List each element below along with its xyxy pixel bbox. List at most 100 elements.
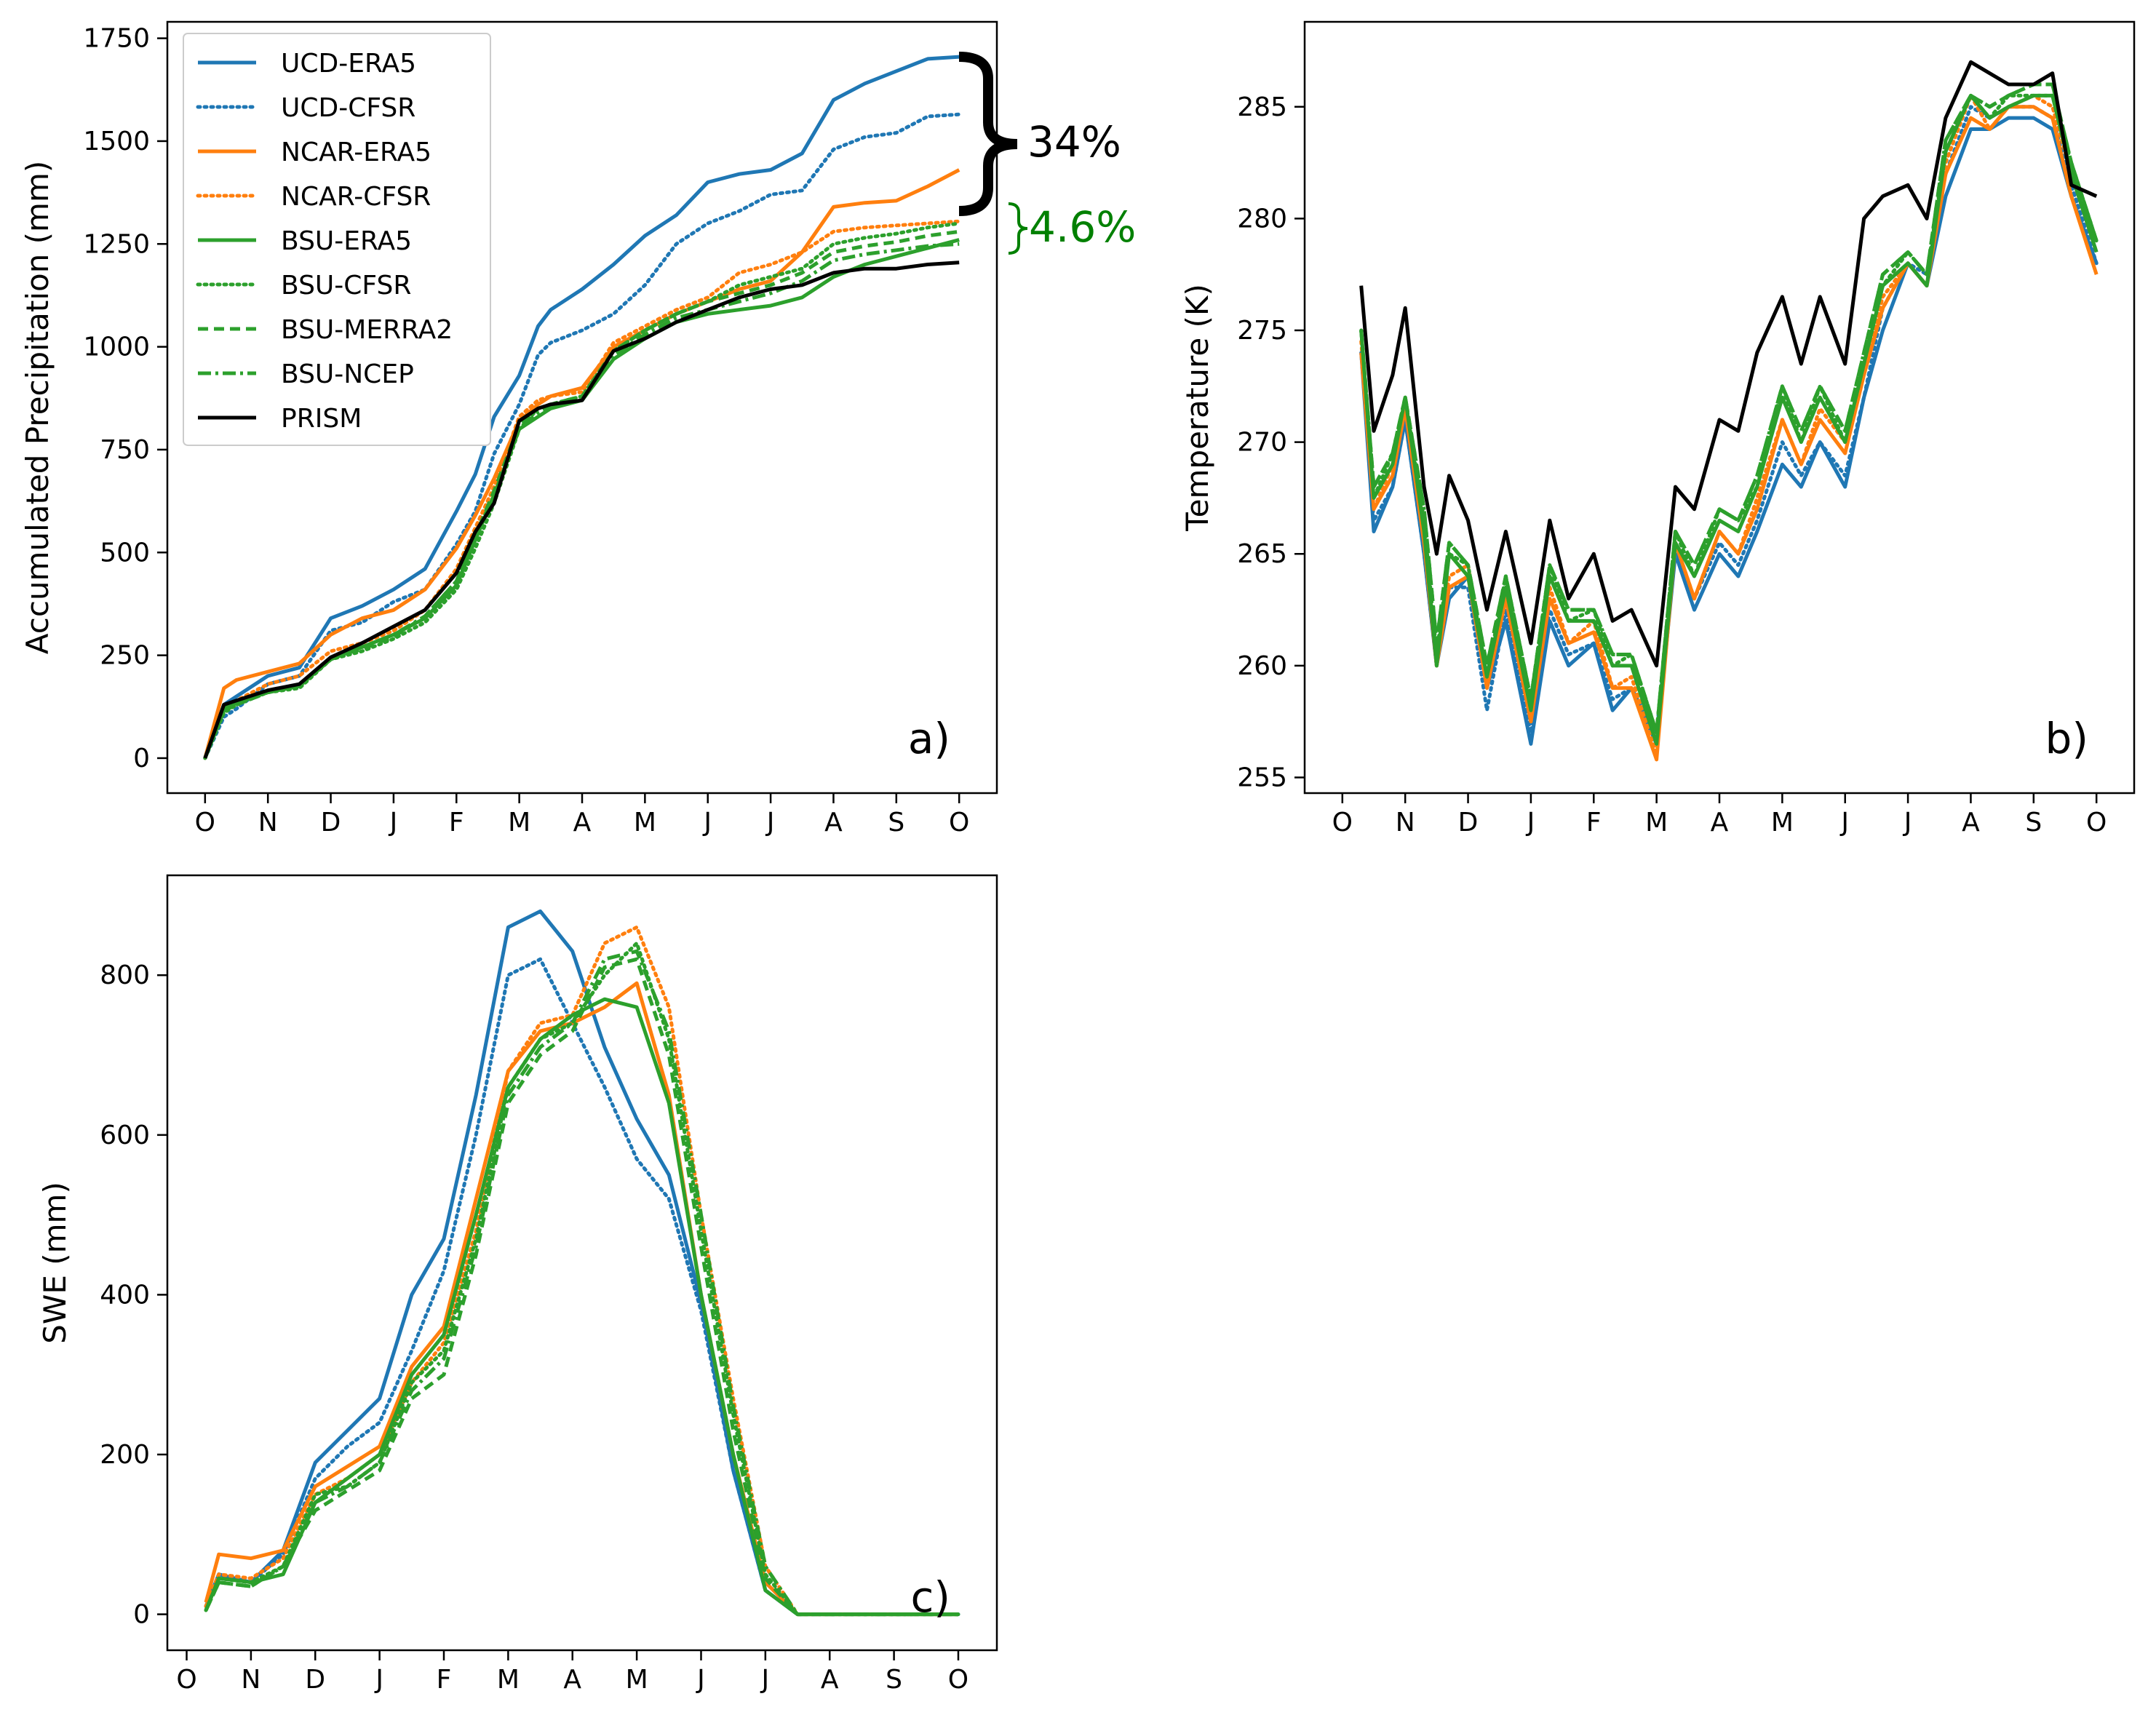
x-tick-label: O (1332, 808, 1353, 837)
x-tick-label: A (1962, 808, 1980, 837)
legend-label: NCAR-CFSR (281, 182, 431, 212)
annotation-4-6-percent: 4.6% (1029, 202, 1136, 252)
series-group-b (1359, 60, 2099, 762)
x-tick-label: D (305, 1665, 325, 1695)
y-tick-label: 285 (1237, 92, 1287, 122)
x-tick-label: A (824, 808, 843, 837)
brace-small-path (1008, 202, 1028, 255)
y-axis-label: SWE (mm) (37, 1182, 73, 1344)
x-tick-label: J (760, 1665, 770, 1695)
x-tick-label: N (1396, 808, 1415, 837)
x-tick-label: O (195, 808, 215, 837)
x-tick-label: N (258, 808, 278, 837)
panel-b-temperature: O N D J F M A M J J A S O 255 260 265 270 275 280 285 Temper… (1180, 20, 2136, 837)
x-tick-label: J (1839, 808, 1849, 837)
legend-label: BSU-NCEP (281, 359, 414, 389)
legend-label: BSU-CFSR (281, 271, 411, 301)
x-tick-label: M (508, 808, 530, 837)
legend-label: PRISM (281, 404, 362, 434)
series-line-prism (1359, 60, 2098, 668)
x-tick-label: S (2025, 808, 2042, 837)
y-tick-label: 270 (1237, 428, 1287, 458)
brace-big-path (958, 52, 1018, 216)
y-axis-label: Temperature (K) (1180, 284, 1215, 532)
x-tick-label: J (765, 808, 775, 837)
series-group-a (203, 55, 961, 760)
brace-34-percent: 34% (958, 52, 1121, 216)
x-tick-label: J (1526, 808, 1535, 837)
y-tick-label: 600 (100, 1121, 150, 1150)
y-tick-label: 0 (133, 1600, 150, 1630)
x-tick-label: A (1711, 808, 1729, 837)
y-tick-label: 1750 (83, 24, 150, 54)
legend-label: BSU-ERA5 (281, 226, 412, 256)
x-tick-label: S (886, 1665, 902, 1695)
x-tick-label: F (1586, 808, 1602, 837)
x-tick-label: M (634, 808, 656, 837)
axes-frame-b (1303, 20, 2136, 795)
panel-label-a: a) (908, 714, 950, 763)
x-tick-label: O (948, 1665, 968, 1695)
x-tick-label: M (1645, 808, 1668, 837)
legend-label: NCAR-ERA5 (281, 138, 431, 167)
x-tick-label: A (563, 1665, 581, 1695)
x-tick-label: D (321, 808, 341, 837)
legend: UCD-ERA5 UCD-CFSR NCAR-ERA5 NCAR-CFSR BSU-ER… (183, 33, 491, 446)
y-tick-label: 500 (100, 538, 150, 568)
y-tick-label: 0 (133, 744, 150, 773)
y-tick-label: 260 (1237, 651, 1287, 681)
x-tick-label: J (389, 808, 398, 837)
x-tick-label: J (374, 1665, 383, 1695)
panel-label-c: c) (910, 1572, 950, 1622)
axes-frame-c (166, 874, 998, 1652)
annotation-34-percent: 34% (1027, 117, 1121, 167)
x-tick-label: M (626, 1665, 648, 1695)
series-line-bsu-cfsr (204, 941, 960, 1617)
series-line-ucd-cfsr (203, 112, 961, 760)
x-tick-label: M (497, 1665, 520, 1695)
x-tick-label: A (573, 808, 592, 837)
series-line-ncar-era5 (1359, 105, 2099, 762)
y-tick-label: 800 (100, 960, 150, 990)
series-line-bsu-ncep (1359, 82, 2099, 735)
x-tick-label: O (176, 1665, 196, 1695)
x-tick-label: O (2086, 808, 2107, 837)
y-tick-label: 200 (100, 1440, 150, 1470)
panel-a-precipitation: O N D J F M A M J J A S O 0 250 500 750 1000 1250 1500 1750 A… (20, 20, 998, 837)
series-line-ucd-era5 (203, 55, 960, 759)
x-tick-label: O (949, 808, 969, 837)
brace-4-6-percent: 4.6% (1008, 202, 1136, 255)
panel-label-b: b) (2045, 714, 2088, 763)
x-tick-label: M (1771, 808, 1794, 837)
series-line-bsu-merra2 (204, 957, 958, 1617)
y-tick-label: 1500 (83, 127, 150, 156)
y-tick-label: 1250 (83, 229, 150, 259)
series-line-bsu-ncep (204, 949, 958, 1617)
legend-label: BSU-MERRA2 (281, 315, 453, 345)
y-tick-label: 250 (100, 641, 150, 671)
y-tick-label: 1000 (83, 333, 150, 362)
x-tick-label: S (888, 808, 904, 837)
series-line-ucd-cfsr (1359, 105, 2099, 735)
series-line-ncar-era5 (204, 981, 958, 1617)
y-tick-label: 280 (1237, 204, 1287, 234)
legend-label: UCD-CFSR (281, 93, 415, 123)
y-tick-label: 265 (1237, 539, 1287, 569)
y-tick-label: 255 (1237, 763, 1287, 792)
series-line-bsu-cfsr (1359, 93, 2099, 735)
x-tick-label: D (1458, 808, 1479, 837)
series-line-bsu-merra2 (1359, 82, 2099, 735)
y-tick-label: 750 (100, 435, 150, 465)
x-tick-label: J (696, 1665, 705, 1695)
y-tick-label: 275 (1237, 316, 1287, 346)
series-line-ucd-cfsr (204, 957, 960, 1617)
series-line-ncar-cfsr (203, 219, 961, 760)
x-tick-label: N (241, 1665, 260, 1695)
series-line-ncar-cfsr (204, 925, 960, 1617)
panel-c-swe: O N D J F M A M J J A S O 0 200 400 600 800 SWE (mm) c) (37, 874, 998, 1695)
x-tick-label: F (437, 1665, 452, 1695)
series-line-ncar-era5 (203, 168, 960, 759)
x-tick-label: F (449, 808, 464, 837)
x-tick-label: J (1903, 808, 1912, 837)
